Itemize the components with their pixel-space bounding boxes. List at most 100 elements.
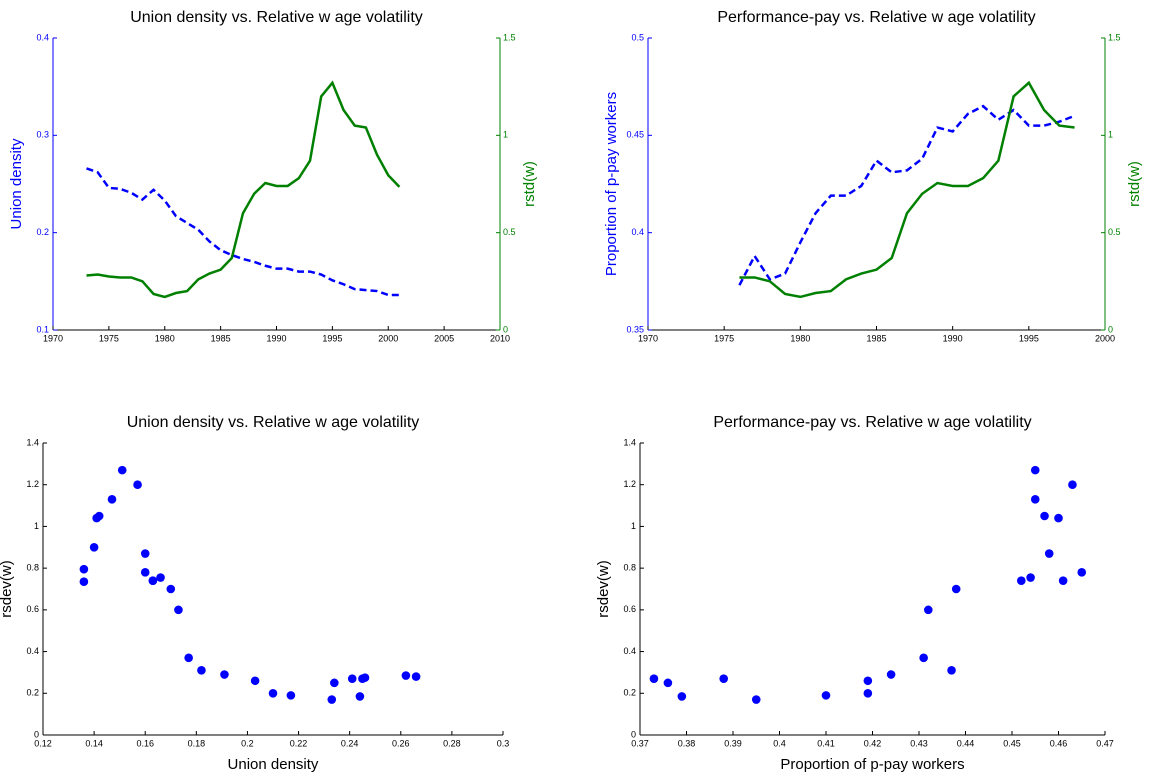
y-tick-label: 1 [34,521,39,531]
point [358,674,367,683]
x-tick-label: 0.42 [864,738,882,748]
x-tick-label: 2005 [434,333,454,343]
point [1040,511,1049,521]
y-tick-label: 0.45 [626,130,644,140]
point [821,691,831,700]
point [197,666,206,675]
x-tick-label: 0.44 [957,738,975,748]
point [886,670,896,679]
y-tick-label: 0.4 [623,646,636,656]
series-line [86,80,401,299]
y-axis-label: Proportion of p-pay workers [603,92,620,276]
point [133,480,142,490]
y-tick-label: 0.6 [26,604,39,614]
point [92,513,101,523]
point [166,584,176,594]
y-tick-label: 0.2 [623,688,636,698]
x-tick-label: 0.3 [497,738,510,748]
y2-tick-label: 0 [503,324,508,334]
x-tick-label: 2000 [378,333,398,343]
y-axis-label: Union density [8,138,25,229]
y-tick-label: 1 [631,521,636,531]
point [663,678,673,688]
x-tick-label: 0.28 [443,738,461,748]
point [924,605,933,615]
y-tick-label: 0.2 [26,688,39,698]
y-tick-label: 0 [631,729,636,739]
y2-tick-label: 1.5 [1108,32,1121,42]
point [751,695,761,704]
y-tick-label: 0.4 [26,646,39,656]
x-axis-label: Proportion of p-pay workers [780,756,964,773]
point [355,692,365,701]
chart-title: Performance-pay vs. Relative w age volat… [713,414,1031,431]
point [1054,513,1063,523]
y2-axis-label: rstd(w) [1126,161,1143,207]
point [107,495,117,504]
x-tick-label: 0.22 [290,738,308,748]
y-tick-label: 0.1 [36,324,49,334]
x-tick-label: 1985 [866,333,886,343]
point [1077,568,1087,577]
point [148,576,158,585]
y2-tick-label: 0.5 [503,227,516,237]
x-tick-label: 1975 [99,333,119,343]
y-tick-label: 0.8 [26,563,39,573]
point [951,584,961,594]
point [719,674,728,683]
x-tick-label: 0.43 [910,738,928,748]
y2-axis-label: rstd(w) [521,161,538,207]
y-tick-label: 0.4 [36,32,49,42]
point [919,653,928,663]
x-tick-label: 1970 [43,333,63,343]
point [411,672,421,681]
series-line [86,167,400,297]
x-tick-label: 0.12 [34,738,52,748]
chart-title: Union density vs. Relative w age volatil… [130,9,423,26]
y-tick-label: 1.4 [26,437,39,447]
y-axis-label: rsdev(w) [595,560,612,618]
point [1026,573,1035,582]
y-tick-label: 0.6 [623,604,636,614]
point [947,666,956,675]
chart-title: Performance-pay vs. Relative w age volat… [717,9,1035,26]
chart-title: Union density vs. Relative w age volatil… [127,414,420,431]
series-line [739,80,1075,299]
x-tick-label: 0.37 [631,738,649,748]
point [677,692,687,701]
y-tick-label: 0.2 [36,227,49,237]
point [1068,480,1077,490]
point [1017,576,1026,585]
y-axis-label: rsdev(w) [0,560,15,618]
point [1030,465,1040,475]
x-tick-label: 1975 [714,333,734,343]
point [330,678,339,688]
y2-tick-label: 1 [503,130,508,140]
y-tick-label: 0.35 [626,324,644,334]
point [140,568,150,577]
x-tick-label: 0.47 [1096,738,1114,748]
x-tick-label: 2000 [1095,333,1115,343]
point [220,670,229,679]
x-tick-label: 0.24 [341,738,359,748]
x-tick-label: 0.45 [1003,738,1021,748]
point [184,653,193,663]
x-tick-label: 1995 [1019,333,1039,343]
x-axis-label: Union density [228,756,319,773]
x-tick-label: 1980 [790,333,810,343]
y2-tick-label: 0 [1108,324,1113,334]
x-tick-label: 0.16 [136,738,154,748]
y-tick-label: 0 [34,729,39,739]
point [174,605,183,615]
y-tick-label: 0.5 [631,32,644,42]
x-tick-label: 1990 [943,333,963,343]
y-tick-label: 0.4 [631,227,644,237]
x-tick-label: 1995 [322,333,342,343]
x-tick-label: 0.4 [773,738,786,748]
point [1030,495,1040,504]
y-tick-label: 0.3 [36,130,49,140]
x-tick-label: 0.46 [1050,738,1068,748]
x-tick-label: 1970 [638,333,658,343]
x-tick-label: 0.41 [817,738,835,748]
